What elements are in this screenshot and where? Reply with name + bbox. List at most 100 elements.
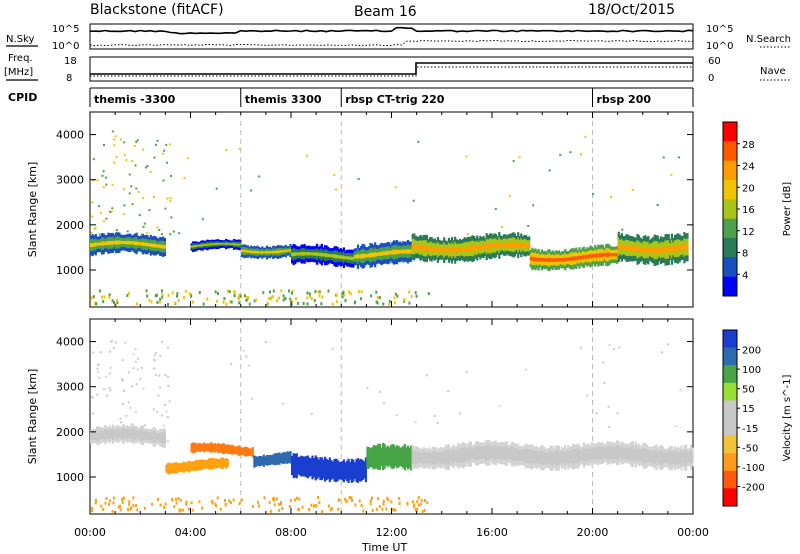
echo-cell: [123, 244, 126, 248]
echo-cell: [173, 466, 176, 470]
echo-cell: [391, 449, 394, 455]
echo-cell: [91, 215, 94, 218]
echo-cell: [350, 256, 353, 261]
echo-cell: [637, 252, 641, 259]
echo-cell: [363, 244, 366, 250]
echo-cell: [214, 465, 217, 469]
echo-cell: [576, 458, 579, 464]
echo-cell: [348, 290, 351, 294]
echo-cell: [276, 250, 280, 254]
echo-cell: [366, 253, 369, 258]
echo-cell: [438, 251, 441, 257]
echo-cell: [275, 457, 278, 461]
echo-cell: [666, 459, 669, 464]
echo-cell: [308, 461, 311, 466]
echo-cell: [606, 450, 609, 456]
echo-cell: [513, 247, 517, 252]
echo-cell: [238, 297, 241, 301]
echo-cell: [278, 252, 281, 256]
echo-cell: [433, 415, 436, 417]
echo-cell: [650, 454, 653, 459]
echo-cell: [254, 255, 258, 258]
echo-cell: [469, 461, 472, 467]
echo-cell: [318, 294, 321, 298]
echo-cell: [292, 467, 295, 474]
echo-cell: [91, 440, 94, 444]
echo-cell: [642, 241, 645, 248]
echo-cell: [648, 256, 652, 261]
echo-cell: [507, 448, 510, 453]
echo-cell: [465, 371, 468, 374]
echo-cell: [512, 456, 515, 462]
echo-cell: [579, 259, 583, 263]
echo-cell: [272, 454, 275, 457]
echo-cell: [309, 461, 312, 466]
echo-cell: [432, 255, 435, 260]
y-tick-label: 3000: [56, 174, 84, 187]
echo-cell: [609, 256, 612, 261]
echo-cell: [130, 432, 133, 436]
echo-cell: [408, 257, 411, 263]
echo-cell: [253, 457, 256, 461]
echo-cell: [556, 258, 559, 263]
echo-cell: [377, 497, 380, 501]
echo-cell: [471, 235, 474, 241]
echo-cell: [394, 292, 397, 296]
echo-cell: [432, 451, 435, 457]
echo-cell: [556, 450, 559, 456]
echo-cell: [364, 462, 367, 468]
echo-cell: [529, 449, 532, 455]
echo-cell: [132, 248, 135, 252]
echo-cell: [405, 451, 408, 456]
echo-cell: [195, 245, 198, 248]
echo-cell: [319, 256, 322, 261]
echo-cell: [262, 291, 265, 295]
echo-cell: [634, 456, 637, 463]
echo-cell: [148, 249, 151, 253]
echo-cell: [156, 226, 159, 229]
echo-cell: [196, 242, 199, 244]
echo-cell: [207, 445, 210, 447]
echo-cell: [406, 244, 410, 250]
echo-cell: [280, 289, 283, 293]
echo-cell: [355, 248, 358, 252]
echo-cell: [99, 433, 102, 437]
echo-cell: [580, 346, 582, 349]
x-tick-label: 08:00: [275, 526, 307, 539]
echo-cell: [639, 460, 642, 465]
echo-cell: [631, 256, 634, 262]
echo-cell: [458, 256, 461, 261]
echo-cell: [578, 457, 581, 463]
echo-cell: [630, 446, 633, 452]
echo-cell: [148, 431, 151, 436]
echo-cell: [561, 251, 564, 255]
echo-cell: [217, 243, 220, 246]
echo-cell: [240, 447, 243, 450]
echo-cell: [616, 440, 619, 446]
echo-cell: [441, 455, 444, 460]
echo-cell: [130, 426, 133, 430]
echo-cell: [386, 250, 389, 256]
echo-cell: [406, 459, 410, 465]
echo-cell: [463, 246, 466, 253]
echo-cell: [528, 236, 531, 241]
echo-cell: [608, 459, 611, 464]
echo-cell: [476, 460, 479, 466]
echo-cell: [661, 446, 664, 452]
echo-cell: [388, 461, 391, 466]
echo-cell: [234, 241, 237, 244]
echo-cell: [302, 456, 305, 461]
echo-cell: [509, 246, 512, 252]
echo-cell: [565, 257, 568, 262]
echo-cell: [430, 449, 433, 454]
echo-cell: [664, 452, 667, 457]
echo-cell: [132, 244, 135, 249]
echo-cell: [496, 443, 499, 448]
echo-cell: [201, 218, 204, 221]
echo-cell: [140, 248, 143, 253]
echo-cell: [545, 258, 548, 263]
echo-cell: [513, 452, 516, 457]
echo-cell: [523, 251, 526, 257]
echo-cell: [669, 247, 672, 252]
echo-cell: [338, 498, 341, 502]
